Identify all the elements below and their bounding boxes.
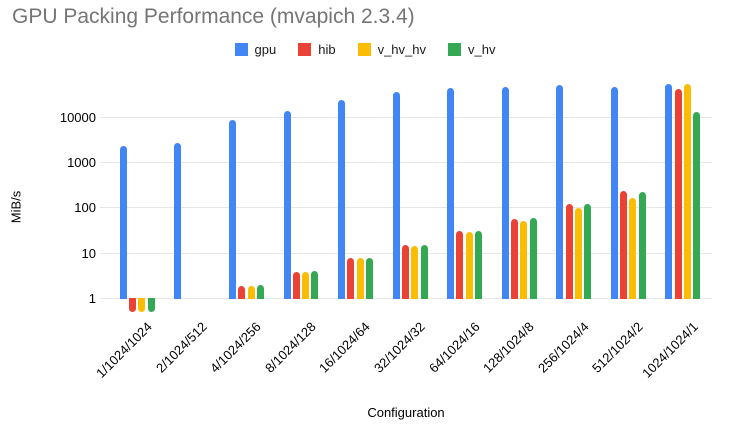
bar-v_hv-64/1024/16[interactable] bbox=[475, 231, 483, 299]
bar-gpu-32/1024/32[interactable] bbox=[392, 92, 400, 299]
y-tick-label: 100 bbox=[74, 200, 96, 216]
bar-v_hv-8/1024/128[interactable] bbox=[311, 271, 319, 299]
bar-gpu-64/1024/16[interactable] bbox=[447, 88, 455, 299]
bar-hib-16/1024/64[interactable] bbox=[347, 258, 355, 299]
gridline bbox=[100, 207, 712, 209]
bar-v_hv-4/1024/256[interactable] bbox=[256, 285, 264, 299]
x-tick-label: 512/1024/2 bbox=[589, 319, 646, 376]
legend-label: hib bbox=[318, 42, 336, 57]
bar-gpu-128/1024/8[interactable] bbox=[501, 86, 509, 299]
bar-v_hv-1024/1024/1[interactable] bbox=[693, 111, 701, 299]
bar-v_hv_hv-1024/1024/1[interactable] bbox=[683, 84, 691, 299]
x-tick-label: 1/1024/1024 bbox=[93, 319, 155, 381]
bar-gpu-8/1024/128[interactable] bbox=[283, 110, 291, 299]
legend-swatch-icon bbox=[357, 43, 371, 56]
bar-v_hv_hv-1/1024/1024[interactable] bbox=[138, 298, 146, 312]
bar-hib-1/1024/1024[interactable] bbox=[129, 298, 137, 312]
bar-gpu-256/1024/4[interactable] bbox=[556, 85, 564, 299]
gridline bbox=[100, 162, 712, 164]
bar-v_hv_hv-256/1024/4[interactable] bbox=[574, 208, 582, 299]
bar-hib-8/1024/128[interactable] bbox=[292, 272, 300, 299]
y-tick-label: 1 bbox=[88, 291, 96, 306]
x-tick-label: 64/1024/16 bbox=[425, 319, 483, 376]
bar-v_hv-256/1024/4[interactable] bbox=[584, 204, 592, 299]
y-tick-label: 1000 bbox=[67, 155, 96, 171]
x-tick-label: 8/1024/128 bbox=[261, 319, 319, 376]
bar-v_hv-16/1024/64[interactable] bbox=[365, 257, 373, 299]
legend-swatch-icon bbox=[448, 43, 461, 56]
chart-title: GPU Packing Performance (mvapich 2.3.4) bbox=[12, 5, 415, 28]
bar-gpu-1024/1024/1[interactable] bbox=[665, 84, 673, 299]
bar-hib-64/1024/16[interactable] bbox=[456, 231, 464, 299]
bar-v_hv-32/1024/32[interactable] bbox=[420, 244, 428, 299]
y-axis-title: MiB/s bbox=[8, 190, 24, 224]
legend-item-v_hv_hv[interactable]: v_hv_hv bbox=[357, 42, 426, 57]
legend-swatch-icon bbox=[298, 43, 312, 56]
bar-gpu-1/1024/1024[interactable] bbox=[119, 145, 127, 299]
bar-v_hv-1/1024/1024[interactable] bbox=[147, 298, 155, 312]
bar-v_hv_hv-4/1024/256[interactable] bbox=[247, 286, 255, 299]
bar-hib-256/1024/4[interactable] bbox=[565, 203, 573, 299]
bar-v_hv_hv-32/1024/32[interactable] bbox=[411, 246, 419, 299]
bar-v_hv_hv-128/1024/8[interactable] bbox=[520, 220, 528, 299]
x-tick-label: 128/1024/8 bbox=[480, 319, 537, 376]
legend-label: gpu bbox=[254, 42, 277, 57]
y-tick-label: 10 bbox=[81, 245, 96, 261]
x-tick-label: 1024/1024/1 bbox=[638, 319, 701, 381]
legend-item-gpu[interactable]: gpu bbox=[234, 42, 277, 57]
x-tick-label: 32/1024/32 bbox=[371, 319, 428, 376]
bar-gpu-2/1024/512[interactable] bbox=[174, 142, 182, 299]
bar-v_hv_hv-8/1024/128[interactable] bbox=[302, 272, 310, 299]
legend-label: v_hv bbox=[468, 42, 496, 57]
bar-gpu-16/1024/64[interactable] bbox=[338, 100, 346, 299]
bar-hib-4/1024/256[interactable] bbox=[238, 286, 246, 299]
legend: gpu hib v_hv_hv v_hv bbox=[0, 42, 730, 57]
bar-hib-128/1024/8[interactable] bbox=[511, 218, 518, 299]
bar-v_hv_hv-64/1024/16[interactable] bbox=[465, 231, 473, 299]
gridline bbox=[100, 116, 712, 118]
legend-item-hib[interactable]: hib bbox=[298, 42, 336, 57]
bar-gpu-4/1024/256[interactable] bbox=[228, 119, 236, 299]
bar-gpu-512/1024/2[interactable] bbox=[610, 86, 618, 299]
x-tick-label: 2/1024/512 bbox=[152, 319, 210, 376]
x-tick-label: 16/1024/64 bbox=[316, 319, 374, 376]
x-tick-label: 256/1024/4 bbox=[534, 319, 592, 376]
x-tick-label: 4/1024/256 bbox=[207, 319, 265, 376]
x-axis-title: Configuration bbox=[367, 405, 445, 420]
bar-hib-1024/1024/1[interactable] bbox=[674, 89, 682, 299]
legend-label: v_hv_hv bbox=[377, 42, 426, 57]
y-tick-label: 10000 bbox=[59, 109, 96, 125]
legend-item-v_hv[interactable]: v_hv bbox=[448, 42, 495, 57]
bar-v_hv-128/1024/8[interactable] bbox=[529, 218, 537, 299]
legend-swatch-icon bbox=[234, 43, 248, 56]
bar-v_hv_hv-512/1024/2[interactable] bbox=[629, 198, 637, 299]
bar-hib-32/1024/32[interactable] bbox=[401, 245, 409, 299]
bar-v_hv-512/1024/2[interactable] bbox=[638, 192, 646, 299]
bar-hib-512/1024/2[interactable] bbox=[620, 191, 628, 299]
bar-v_hv_hv-16/1024/64[interactable] bbox=[356, 258, 364, 299]
